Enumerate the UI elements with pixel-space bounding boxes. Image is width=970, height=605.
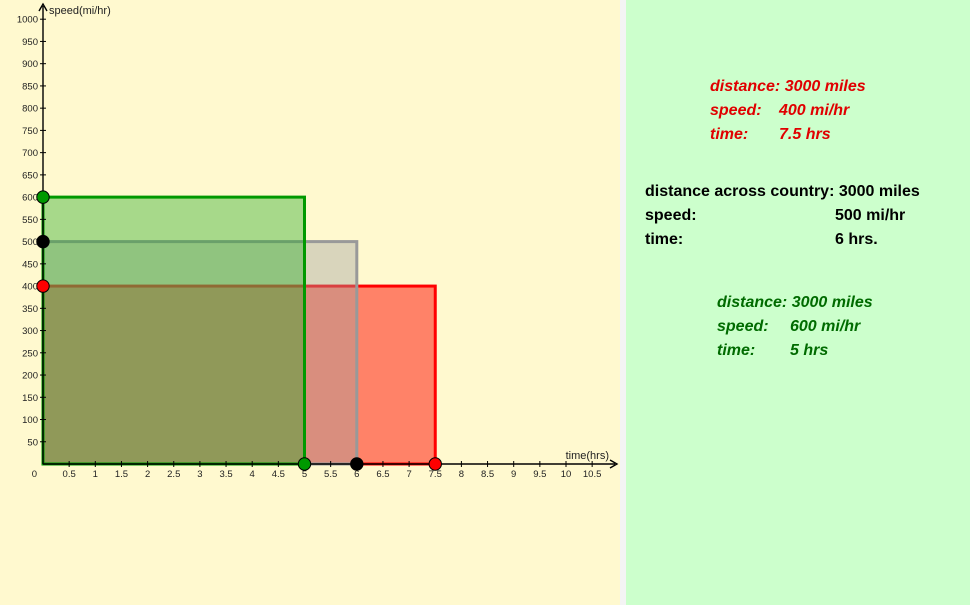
green-time-label: time: (717, 342, 756, 359)
y-tick-label: 550 (22, 215, 38, 226)
x-tick-label: 4 (250, 469, 255, 480)
y-tick-label: 50 (27, 437, 38, 448)
x-tick-label: 2.5 (167, 469, 180, 480)
y-tick-label: 250 (22, 348, 38, 359)
panel-divider[interactable] (620, 0, 626, 605)
x-tick-label: 9 (511, 469, 516, 480)
x-tick-label: 8 (459, 469, 464, 480)
green-speed-value: 600 mi/hr (790, 318, 861, 335)
y-axis-arrow (38, 2, 48, 12)
time-point-1[interactable] (350, 457, 364, 471)
x-tick-label: 9.5 (533, 469, 546, 480)
black-trip-info: distance across country: 3000 miles spee… (645, 180, 920, 252)
black-distance-row: distance across country: 3000 miles (645, 180, 920, 204)
x-tick-label: 3.5 (219, 469, 232, 480)
y-tick-label: 400 (22, 282, 38, 293)
y-tick-label: 200 (22, 371, 38, 382)
x-tick-label: 1 (93, 469, 98, 480)
y-tick-label: 950 (22, 37, 38, 48)
x-tick-label: 5 (302, 469, 307, 480)
red-time-row: time: 7.5 hrs (710, 123, 866, 147)
red-distance-row: distance: 3000 miles (710, 75, 866, 99)
x-tick-label: 7.5 (429, 469, 442, 480)
green-time-value: 5 hrs (790, 342, 829, 359)
x-tick-label: 0.5 (63, 469, 76, 480)
x-tick-label: 7 (406, 469, 411, 480)
black-speed-row: speed: 500 mi/hr (645, 204, 920, 228)
x-tick-label: 6.5 (376, 469, 389, 480)
y-axis-title: speed(mi/hr) (49, 5, 111, 17)
green-speed-row: speed: 600 mi/hr (717, 315, 873, 339)
red-speed-row: speed: 400 mi/hr (710, 99, 866, 123)
x-tick-label: 3 (197, 469, 202, 480)
x-tick-label: 10.5 (583, 469, 602, 480)
red-distance-label: distance: 3000 miles (710, 78, 866, 95)
green-distance-label: distance: 3000 miles (717, 294, 873, 311)
red-speed-label: speed: (710, 102, 762, 119)
y-tick-label: 300 (22, 326, 38, 337)
green-trip-info: distance: 3000 miles speed: 600 mi/hr ti… (717, 291, 873, 363)
y-tick-label: 450 (22, 259, 38, 270)
x-tick-label: 5.5 (324, 469, 337, 480)
x-tick-label: 4.5 (272, 469, 285, 480)
speed-point-1[interactable] (36, 234, 50, 249)
x-axis-arrow (609, 459, 619, 469)
x-tick-label: 10 (561, 469, 572, 480)
y-tick-label: 1000 (17, 15, 38, 26)
x-tick-label: 6 (354, 469, 359, 480)
y-tick-label: 600 (22, 193, 38, 204)
black-speed-label: speed: (645, 207, 697, 224)
x-axis-title: time(hrs) (566, 450, 609, 462)
black-time-value: 6 hrs. (835, 231, 878, 248)
y-tick-label: 900 (22, 59, 38, 70)
speed-point-0[interactable] (36, 279, 50, 293)
green-distance-row: distance: 3000 miles (717, 291, 873, 315)
black-speed-value: 500 mi/hr (835, 207, 906, 224)
y-tick-label: 850 (22, 81, 38, 92)
rectangle-2 (41, 195, 306, 466)
x-tick-label: 1.5 (115, 469, 128, 480)
y-tick-label: 500 (22, 237, 38, 248)
black-time-row: time: 6 hrs. (645, 228, 920, 252)
red-speed-value: 400 mi/hr (779, 102, 850, 119)
y-tick-label: 750 (22, 126, 38, 137)
y-tick-label: 800 (22, 104, 38, 115)
red-time-value: 7.5 hrs (779, 126, 831, 143)
origin-label: 0 (32, 469, 37, 480)
y-tick-label: 150 (22, 393, 38, 404)
y-tick-label: 700 (22, 148, 38, 159)
info-panel: distance: 3000 miles speed: 400 mi/hr ti… (626, 0, 970, 605)
black-distance-label: distance across country: 3000 miles (645, 183, 920, 200)
y-tick-label: 650 (22, 170, 38, 181)
red-time-label: time: (710, 126, 749, 143)
rectangle-0 (41, 284, 437, 466)
time-point-2[interactable] (297, 457, 312, 471)
red-trip-info: distance: 3000 miles speed: 400 mi/hr ti… (710, 75, 866, 147)
green-speed-label: speed: (717, 318, 769, 335)
green-time-row: time: 5 hrs (717, 339, 873, 363)
black-time-label: time: (645, 231, 684, 248)
y-tick-label: 350 (22, 304, 38, 315)
x-tick-label: 8.5 (481, 469, 494, 480)
speed-time-chart[interactable]: 0.5 1 1.5 2 2.5 3 3.5 4 4.5 5 5.5 6 6.5 7 7.5 8 8.5 9 9.5 1… (0, 0, 620, 605)
y-tick-label: 100 (22, 415, 38, 426)
x-tick-label: 2 (145, 469, 150, 480)
speed-point-2[interactable] (36, 190, 50, 204)
time-point-0[interactable] (428, 457, 442, 471)
